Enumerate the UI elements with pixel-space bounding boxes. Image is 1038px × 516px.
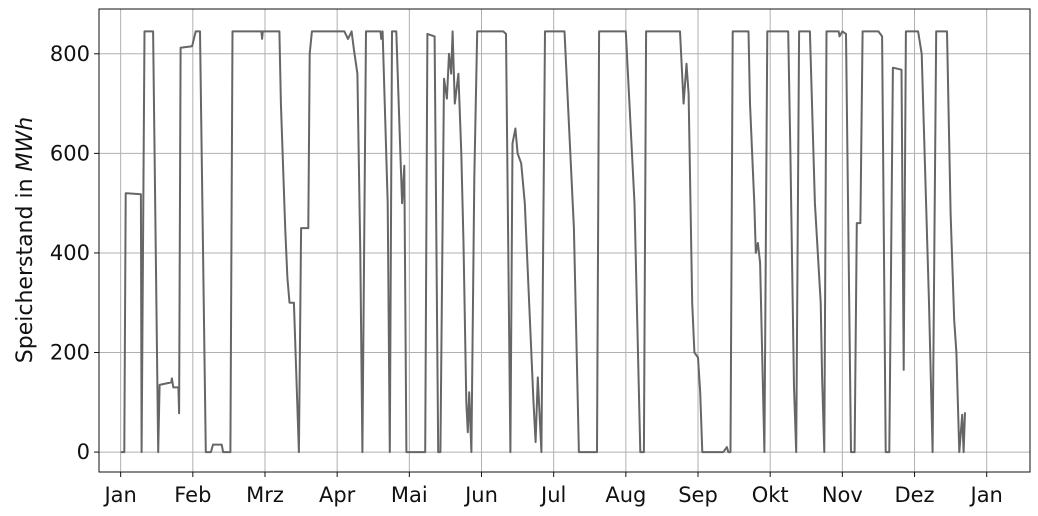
x-tick-label: Jan: [102, 483, 136, 507]
y-axis-label: Speicherstand in MWh: [13, 117, 38, 363]
y-tick-label: 0: [77, 440, 90, 464]
x-tick-label: Feb: [174, 483, 211, 507]
ticks: Jan Feb Mrz Apr Mai Jun Jul Aug Sep Okt Nov Dez Jan 0…: [50, 42, 1003, 507]
x-tick-label: Sep: [678, 483, 718, 507]
y-tick-label: 200: [50, 341, 90, 365]
y-tick-label: 600: [50, 141, 90, 165]
x-tick-label: Apr: [319, 483, 356, 507]
x-tick-label: Mrz: [246, 483, 284, 507]
grid: [99, 9, 1030, 472]
x-tick-label: Mai: [391, 483, 428, 507]
y-tick-label: 400: [50, 241, 90, 265]
x-tick-label: Dez: [894, 483, 934, 507]
x-tick-label: Okt: [752, 483, 789, 507]
x-tick-label: Aug: [605, 483, 646, 507]
x-tick-label: Jan: [969, 483, 1003, 507]
x-tick-label: Nov: [822, 483, 863, 507]
x-tick-label: Jul: [539, 483, 566, 507]
y-tick-label: 800: [50, 42, 90, 66]
series-layer: [120, 30, 966, 454]
x-tick-label: Jun: [463, 483, 498, 507]
plot-frame: [98, 8, 1031, 473]
series-line: [120, 30, 966, 454]
